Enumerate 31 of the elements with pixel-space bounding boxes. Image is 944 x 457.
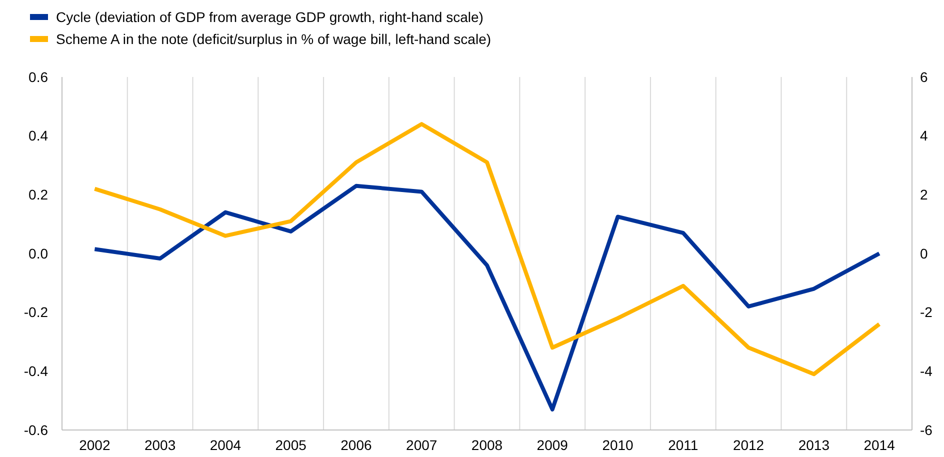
y-tick-label: -0.4 bbox=[24, 363, 48, 380]
x-tick-label: 2006 bbox=[340, 437, 372, 453]
y2-tick-label: 6 bbox=[920, 68, 928, 85]
y-tick-label: 0.6 bbox=[28, 68, 48, 85]
y2-tick-label: 4 bbox=[920, 128, 928, 144]
x-tick-label: 2003 bbox=[144, 437, 176, 453]
legend-label: Scheme A in the note (deficit/surplus in % of wage bill, left-hand scale) bbox=[56, 30, 492, 47]
y-tick-label: 0.4 bbox=[28, 128, 48, 144]
y2-tick-label: -6 bbox=[920, 422, 933, 438]
x-tick-label: 2004 bbox=[210, 437, 242, 453]
y2-tick-label: -2 bbox=[920, 304, 933, 320]
x-tick-label: 2012 bbox=[732, 437, 764, 453]
x-tick-label: 2008 bbox=[471, 437, 503, 453]
line-series bbox=[92, 122, 882, 376]
x-tick-label: 2007 bbox=[406, 437, 438, 453]
x-tick-label: 2002 bbox=[79, 437, 110, 453]
y-tick-label: -0.2 bbox=[24, 304, 48, 320]
y-tick-label: 0.2 bbox=[28, 186, 48, 203]
legend-label: Cycle (deviation of GDP from average GDP growth, right-hand scale) bbox=[56, 8, 484, 25]
y2-tick-label: 0 bbox=[920, 245, 928, 262]
x-tick-label: 2010 bbox=[602, 437, 634, 453]
line-series bbox=[92, 184, 882, 412]
x-tick-label: 2014 bbox=[864, 437, 896, 453]
y2-tick-label: -4 bbox=[920, 363, 933, 380]
x-tick-label: 2009 bbox=[536, 437, 568, 453]
y-tick-label: 0.0 bbox=[28, 245, 48, 262]
y-tick-label: -0.6 bbox=[24, 422, 48, 438]
x-tick-label: 2005 bbox=[275, 437, 307, 453]
y2-tick-label: 2 bbox=[920, 186, 928, 203]
x-tick-label: 2013 bbox=[798, 437, 830, 453]
x-tick-label: 2011 bbox=[668, 437, 698, 453]
